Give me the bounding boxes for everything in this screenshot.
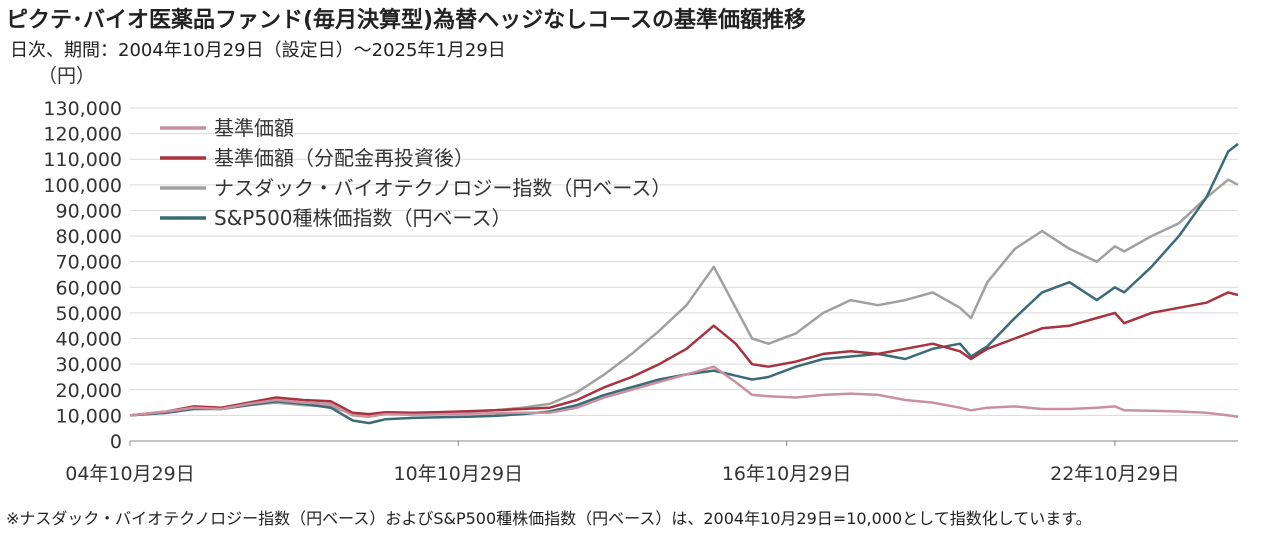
x-axis: 04年10月29日 10年10月29日 16年10月29日 22年10月29日	[65, 440, 1238, 485]
y-tick-label: 20,000	[56, 380, 122, 402]
y-tick-label: 90,000	[56, 200, 122, 222]
y-tick-label: 80,000	[56, 226, 122, 248]
footnote: ※ナスダック・バイオテクノロジー指数（円ベース）およびS&P500種株価指数（円…	[6, 509, 1092, 528]
legend-label-4: S&P500種株価指数（円ベース）	[214, 206, 512, 230]
y-tick-label: 30,000	[56, 354, 122, 376]
y-tick-label: 110,000	[43, 149, 122, 171]
y-tick-label: 120,000	[43, 124, 122, 146]
x-tick-label: 22年10月29日	[1050, 463, 1180, 485]
legend-label-1: 基準価額	[214, 116, 294, 140]
y-tick-label: 130,000	[43, 98, 122, 120]
x-tick-label: 04年10月29日	[65, 463, 195, 485]
y-axis-unit-label: （円）	[38, 65, 95, 87]
y-axis: （円） 0 10,000 20,000 30,000 40,000 50,000 60,000…	[38, 65, 122, 453]
chart-subtitle: 日次、期間：2004年10月29日（設定日）～2025年1月29日	[10, 40, 506, 61]
y-tick-label: 40,000	[56, 329, 122, 351]
legend-label-3: ナスダック・バイオテクノロジー指数（円ベース）	[214, 176, 671, 200]
series-lines	[129, 142, 1239, 425]
y-tick-label: 60,000	[56, 277, 122, 299]
series-line-2	[129, 291, 1239, 417]
x-tick-label: 10年10月29日	[394, 463, 524, 485]
y-tick-label: 100,000	[43, 175, 122, 197]
gridlines	[130, 107, 1238, 416]
chart-title: ピクテ･バイオ医薬品ファンド(毎月決算型)為替ヘッジなしコースの基準価額推移	[6, 8, 807, 33]
x-tick-label: 16年10月29日	[722, 463, 852, 485]
y-tick-label: 50,000	[56, 303, 122, 325]
y-tick-label: 70,000	[56, 252, 122, 274]
legend-label-2: 基準価額（分配金再投資後）	[214, 146, 474, 170]
series-line-1	[129, 365, 1239, 418]
y-tick-label: 0	[110, 431, 122, 453]
y-tick-label: 10,000	[56, 405, 122, 427]
